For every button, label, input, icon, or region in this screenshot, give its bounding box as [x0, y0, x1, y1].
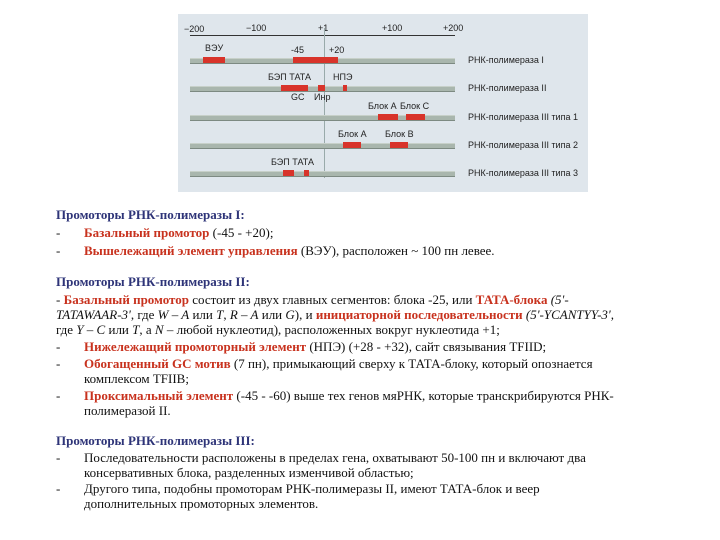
pol1-item: Вышележащий элемент управления (ВЭУ), ра…: [84, 243, 495, 258]
row-label: РНК-полимераза I: [468, 55, 544, 65]
gene-line-pol3-type1: [190, 115, 455, 121]
bullet-dash: -: [56, 450, 61, 465]
tata-gc-element: [281, 85, 308, 91]
pol3-item-cont: консервативных блока, разделенных изменч…: [84, 465, 414, 480]
pol3-heading: Промоторы РНК-полимеразы III:: [56, 433, 255, 448]
veu-element: [203, 57, 225, 63]
promoter-diagram: −200 −100 +1 +100 +200 ВЭУ -45 +20 РНК-п…: [178, 14, 588, 192]
gene-line-pol3-type3: [190, 171, 455, 177]
block-a-element: [378, 114, 398, 120]
row-label: РНК-полимераза II: [468, 83, 547, 93]
pol1-item: Базальный промотор (-45 - +20);: [84, 225, 274, 240]
pol2-item-cont: полимеразой II.: [84, 403, 171, 418]
pol2-item-cont: комплексом TFIIB;: [84, 371, 189, 386]
block-c-element: [406, 114, 425, 120]
row-label: РНК-полимераза III типа 1: [468, 112, 578, 122]
bullet-dash: -: [56, 243, 61, 258]
pol1-heading: Промоторы РНК-полимеразы I:: [56, 207, 245, 222]
tata-element: [304, 170, 309, 176]
pol3-item: Последовательности расположены в предела…: [84, 450, 586, 465]
pol3-item-cont: дополнительных промоторных элементов.: [84, 496, 319, 511]
mark-label: +20: [329, 45, 345, 55]
basal-promoter-element: [293, 57, 338, 63]
bullet-dash: -: [56, 225, 61, 240]
mark-label: НПЭ: [333, 72, 353, 82]
mark-label: Инр: [314, 92, 331, 102]
row-label: РНК-полимераза III типа 2: [468, 140, 578, 150]
block-a-element: [343, 142, 361, 148]
mark-label: GC: [291, 92, 305, 102]
tick-label: −200: [184, 24, 205, 34]
mark-label: БЭП ТАТА: [271, 157, 314, 167]
mark-label: БЭП ТАТА: [268, 72, 311, 82]
gene-line-pol3-type2: [190, 143, 455, 149]
mark-label: ВЭУ: [205, 43, 224, 53]
tick-label: +1: [318, 23, 328, 33]
mark-label: Блок С: [400, 101, 430, 111]
bullet-dash: -: [56, 388, 61, 403]
pol3-item: Другого типа, подобны промоторам РНК-пол…: [84, 481, 540, 496]
mark-label: Блок В: [385, 129, 414, 139]
bullet-dash: -: [56, 356, 61, 371]
position-axis: [190, 35, 455, 36]
row-label: РНК-полимераза III типа 3: [468, 168, 578, 178]
pol2-item: Нижележащий промоторный элемент (НПЭ) (+…: [84, 339, 547, 354]
pol2-paragraph: - Базальный промотор состоит из двух гла…: [56, 292, 569, 307]
pol2-heading: Промоторы РНК-полимеразы II:: [56, 274, 250, 289]
tick-label: +200: [443, 23, 464, 33]
pol2-item: Обогащенный GC мотив (7 пн), примыкающий…: [84, 356, 593, 371]
bep-element: [283, 170, 294, 176]
inr-element: [318, 85, 325, 91]
tss-line: [324, 28, 325, 178]
npe-element: [343, 85, 347, 91]
tick-label: −100: [246, 23, 267, 33]
mark-label: Блок А: [368, 101, 397, 111]
mark-label: Блок А: [338, 129, 367, 139]
tick-label: +100: [382, 23, 403, 33]
block-b-element: [390, 142, 408, 148]
pol2-item: Проксимальный элемент (-45 - -60) выше т…: [84, 388, 614, 403]
bullet-dash: -: [56, 481, 61, 496]
mark-label: -45: [291, 45, 305, 55]
bullet-dash: -: [56, 339, 61, 354]
